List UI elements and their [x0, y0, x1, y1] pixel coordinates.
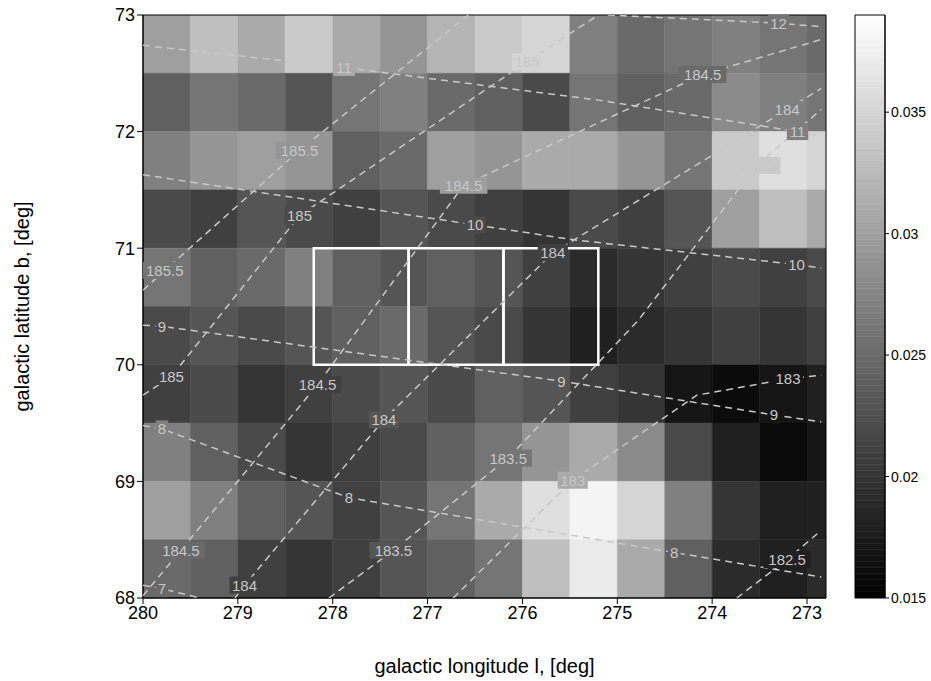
svg-text:185.5: 185.5 — [281, 142, 319, 159]
svg-text:185: 185 — [159, 368, 184, 385]
svg-text:185: 185 — [515, 53, 540, 70]
svg-text:279: 279 — [223, 603, 253, 623]
svg-text:184.5: 184.5 — [299, 376, 337, 393]
svg-text:8: 8 — [158, 420, 166, 437]
svg-text:184: 184 — [232, 577, 257, 594]
svg-text:183: 183 — [560, 472, 585, 489]
svg-text:68: 68 — [115, 588, 135, 608]
svg-text:183.5: 183.5 — [489, 450, 527, 467]
svg-text:183: 183 — [776, 370, 801, 387]
svg-text:184: 184 — [540, 244, 565, 261]
svg-text:184.5: 184.5 — [445, 177, 483, 194]
svg-text:galactic longitude l, [deg]: galactic longitude l, [deg] — [374, 655, 594, 677]
svg-text:7: 7 — [158, 580, 166, 597]
svg-text:184.5: 184.5 — [684, 66, 722, 83]
svg-text:0.035: 0.035 — [891, 104, 926, 120]
svg-text:184: 184 — [371, 411, 396, 428]
svg-text:9: 9 — [770, 406, 778, 423]
svg-text:276: 276 — [507, 603, 537, 623]
svg-text:69: 69 — [115, 472, 135, 492]
svg-text:0.02: 0.02 — [891, 469, 918, 485]
svg-text:183.5: 183.5 — [375, 542, 413, 559]
svg-text:278: 278 — [318, 603, 348, 623]
svg-text:8: 8 — [670, 544, 678, 561]
svg-text:10: 10 — [788, 256, 805, 273]
svg-text:0.03: 0.03 — [891, 226, 918, 242]
svg-text:9: 9 — [557, 373, 565, 390]
svg-text:183.5: 183.5 — [738, 157, 776, 174]
svg-text:72: 72 — [115, 122, 135, 142]
svg-text:275: 275 — [602, 603, 632, 623]
svg-text:galactic latitude b, [deg]: galactic latitude b, [deg] — [11, 201, 33, 411]
svg-text:185: 185 — [287, 207, 312, 224]
svg-text:8: 8 — [345, 489, 353, 506]
svg-text:0.015: 0.015 — [891, 590, 926, 606]
svg-text:182.5: 182.5 — [768, 551, 806, 568]
svg-text:71: 71 — [115, 239, 135, 259]
svg-text:11: 11 — [336, 59, 352, 76]
svg-text:9: 9 — [158, 318, 166, 335]
svg-text:274: 274 — [697, 603, 727, 623]
svg-text:277: 277 — [413, 603, 443, 623]
svg-text:273: 273 — [792, 603, 822, 623]
svg-text:11: 11 — [790, 123, 806, 140]
svg-text:184.5: 184.5 — [162, 542, 200, 559]
svg-text:10: 10 — [467, 216, 484, 233]
svg-text:70: 70 — [115, 355, 135, 375]
svg-text:73: 73 — [115, 5, 135, 25]
svg-text:280: 280 — [128, 602, 158, 623]
svg-text:184: 184 — [775, 101, 800, 118]
svg-text:0.025: 0.025 — [891, 347, 926, 363]
svg-text:185.5: 185.5 — [146, 262, 184, 279]
svg-text:12: 12 — [770, 15, 787, 32]
